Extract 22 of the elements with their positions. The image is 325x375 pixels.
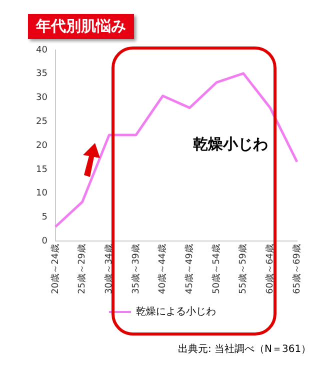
x-tick-label: 65歳～69歳	[291, 244, 302, 294]
y-tick-label: 15	[36, 164, 48, 175]
x-tick-label: 40歳～44歳	[157, 244, 168, 294]
y-tick-label: 35	[36, 69, 48, 80]
x-tick-label: 25歳～29歳	[76, 244, 88, 294]
x-tick-label: 45歳～49歳	[184, 244, 195, 294]
y-tick-label: 30	[36, 93, 48, 104]
legend-label: 乾燥による小じわ	[136, 306, 216, 318]
y-tick-label: 0	[42, 236, 48, 246]
y-tick-label: 5	[42, 212, 48, 223]
y-tick-label: 10	[36, 188, 48, 199]
y-tick-label: 20	[36, 140, 48, 151]
x-tick-label: 60歳～64歳	[264, 244, 276, 294]
x-tick-label: 20歳～24歳	[50, 244, 61, 294]
x-tick-label: 35歳～39歳	[130, 244, 142, 294]
y-tick-label: 25	[36, 117, 48, 128]
x-tick-label: 50歳～54歳	[210, 244, 222, 294]
y-tick-label: 40	[36, 45, 48, 56]
chart-title: 年代別肌悩み	[28, 14, 134, 39]
annotation: 乾燥小じわ	[193, 135, 268, 154]
text: 出典元: 当社調べ（N＝361）	[178, 342, 312, 356]
x-tick-label: 55歳～59歳	[238, 244, 249, 294]
